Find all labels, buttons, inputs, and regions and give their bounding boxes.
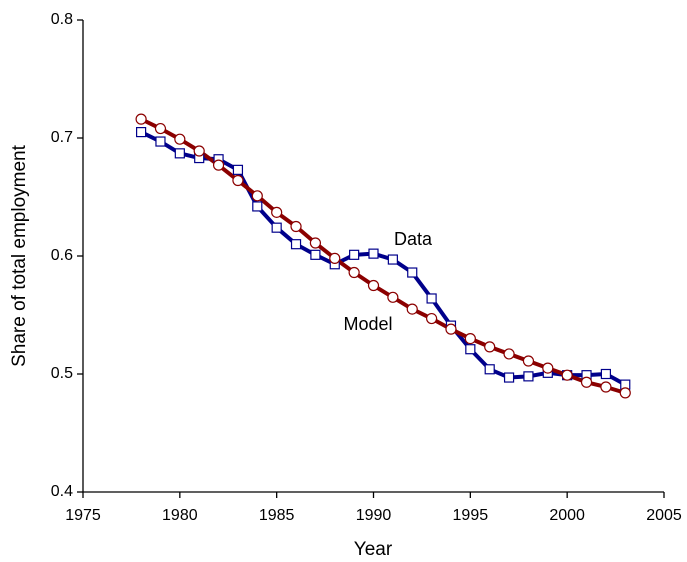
marker	[271, 206, 283, 218]
marker	[136, 126, 147, 138]
marker	[484, 341, 496, 353]
marker	[349, 249, 360, 260]
marker	[251, 190, 263, 202]
marker	[426, 293, 437, 304]
x-tick-label: 1995	[453, 507, 489, 524]
x-tick-label: 2005	[646, 507, 682, 524]
marker	[561, 369, 573, 381]
y-tick-label: 0.8	[51, 11, 73, 28]
y-tick-label: 0.7	[51, 129, 73, 146]
marker	[174, 148, 185, 159]
marker	[619, 387, 631, 399]
marker	[290, 220, 302, 233]
marker	[522, 355, 535, 367]
x-tick-label: 1975	[65, 507, 101, 524]
x-tick-label: 2000	[549, 507, 585, 524]
x-axis-title: Year	[354, 539, 393, 560]
y-axis-title: Share of total employment	[9, 144, 30, 367]
y-tick-label: 0.4	[51, 483, 73, 500]
series-label: Data	[394, 229, 433, 249]
marker	[367, 279, 380, 292]
marker	[523, 371, 534, 382]
marker	[503, 348, 515, 360]
y-tick-label: 0.5	[51, 365, 73, 382]
x-tick-label: 1980	[162, 507, 198, 524]
marker	[193, 145, 205, 157]
marker	[212, 159, 225, 171]
marker	[600, 381, 612, 393]
marker	[445, 323, 457, 335]
marker	[135, 113, 147, 125]
series-label: Model	[343, 314, 392, 334]
x-tick-label: 1985	[259, 507, 295, 524]
marker	[387, 254, 398, 265]
marker	[310, 249, 321, 260]
marker	[252, 201, 263, 212]
marker	[348, 266, 360, 279]
marker	[406, 303, 418, 315]
marker	[155, 136, 166, 147]
marker	[309, 237, 321, 249]
marker	[484, 364, 495, 375]
marker	[329, 252, 341, 264]
marker	[232, 164, 244, 175]
marker	[542, 362, 554, 374]
marker	[271, 222, 282, 233]
marker	[368, 248, 379, 259]
marker	[580, 376, 593, 388]
marker	[600, 368, 612, 380]
marker	[154, 122, 167, 135]
marker	[426, 312, 438, 325]
marker	[407, 267, 418, 278]
marker	[290, 239, 302, 250]
y-tick-label: 0.6	[51, 247, 73, 264]
x-tick-label: 1990	[356, 507, 392, 524]
marker	[232, 174, 244, 187]
marker	[174, 133, 186, 145]
marker	[387, 291, 399, 303]
marker	[465, 344, 476, 355]
marker	[503, 372, 515, 383]
marker	[464, 333, 476, 345]
series-line	[140, 130, 627, 387]
